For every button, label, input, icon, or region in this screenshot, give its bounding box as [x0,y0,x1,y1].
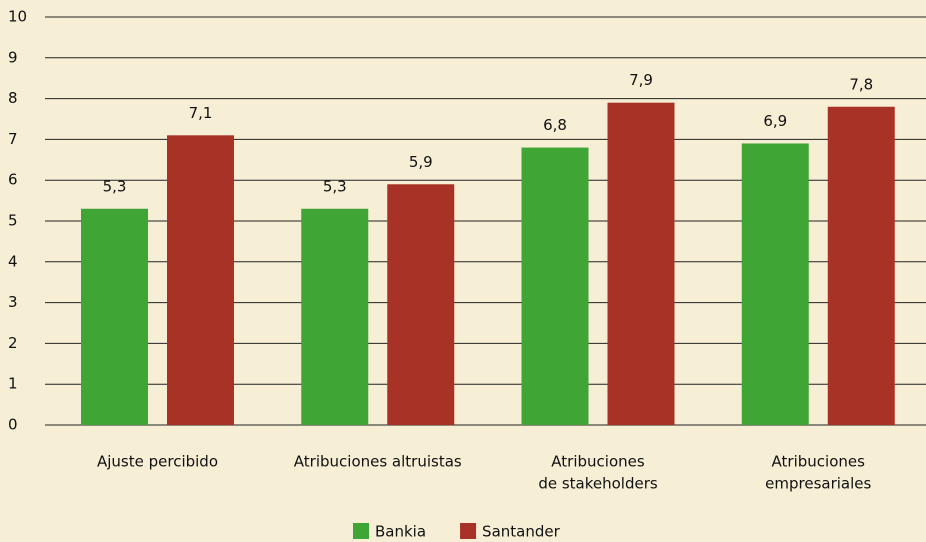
value-label: 7,1 [189,104,213,122]
value-label: 6,9 [763,112,787,130]
bar [827,106,895,425]
bar [167,135,234,425]
x-tick-label: Atribuciones [772,453,866,471]
y-tick-label: 10 [8,8,27,26]
value-label: 5,9 [409,153,433,171]
legend-swatch [460,523,477,539]
value-label: 5,3 [323,177,347,195]
legend-label: Santander [482,523,561,541]
y-tick-label: 9 [8,48,18,66]
y-tick-label: 2 [8,334,18,352]
x-tick-label: Atribuciones [551,453,645,471]
y-tick-label: 7 [8,130,18,148]
y-tick-label: 6 [8,171,18,189]
bar [521,147,589,425]
legend-label: Bankia [375,523,426,541]
bar [741,143,809,426]
bar [387,184,455,425]
bar [607,102,675,426]
x-tick-label: empresariales [765,475,871,493]
x-tick-label: de stakeholders [538,475,658,493]
x-tick-label: Atribuciones altruistas [294,453,462,471]
y-tick-label: 4 [8,252,18,270]
legend-swatch [353,523,369,539]
y-tick-label: 8 [8,89,18,107]
y-tick-label: 5 [8,212,18,230]
value-label: 5,3 [103,177,127,195]
y-tick-label: 1 [8,375,18,393]
y-tick-label: 0 [8,416,18,434]
value-label: 7,9 [629,71,653,89]
value-label: 7,8 [849,75,873,93]
x-tick-label: Ajuste percibido [97,453,218,471]
bar [301,208,369,425]
y-tick-label: 3 [8,293,18,311]
value-label: 6,8 [543,116,567,134]
bar [81,208,148,425]
